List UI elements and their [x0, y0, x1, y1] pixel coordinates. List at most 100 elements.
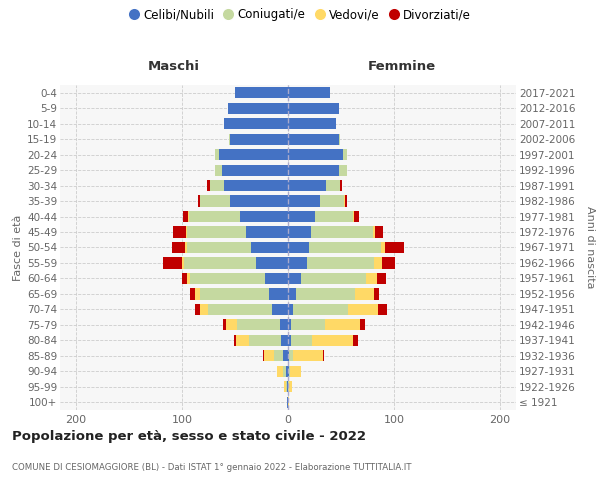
Bar [288, 196, 320, 206]
Bar [265, 273, 288, 284]
Bar [288, 381, 289, 392]
Bar [374, 258, 382, 268]
Bar [251, 242, 288, 253]
Bar [291, 335, 313, 346]
Bar [237, 320, 280, 330]
Bar [200, 196, 230, 206]
Bar [293, 350, 323, 362]
Bar [339, 164, 347, 175]
Y-axis label: Anni di nascita: Anni di nascita [585, 206, 595, 288]
Bar [360, 320, 365, 330]
Bar [382, 258, 395, 268]
Bar [240, 211, 288, 222]
Bar [235, 87, 288, 99]
Y-axis label: Fasce di età: Fasce di età [13, 214, 23, 280]
Bar [309, 242, 382, 253]
Bar [249, 335, 281, 346]
Bar [234, 335, 236, 346]
Bar [289, 366, 290, 377]
Bar [288, 273, 301, 284]
Bar [354, 211, 359, 222]
Bar [227, 102, 288, 114]
Bar [289, 381, 292, 392]
Bar [215, 164, 222, 175]
Bar [320, 196, 344, 206]
Bar [185, 242, 187, 253]
Bar [274, 350, 283, 362]
Bar [373, 226, 375, 237]
Bar [215, 149, 219, 160]
Bar [224, 180, 288, 191]
Bar [296, 288, 355, 300]
Bar [367, 273, 377, 284]
Bar [382, 242, 385, 253]
Bar [288, 87, 331, 99]
Bar [288, 118, 336, 130]
Bar [339, 134, 340, 144]
Bar [226, 320, 237, 330]
Bar [288, 366, 289, 377]
Bar [190, 273, 265, 284]
Bar [187, 273, 190, 284]
Bar [301, 273, 367, 284]
Bar [229, 134, 230, 144]
Bar [163, 258, 182, 268]
Bar [343, 149, 347, 160]
Bar [190, 288, 194, 300]
Bar [230, 134, 288, 144]
Bar [236, 335, 249, 346]
Bar [286, 366, 288, 377]
Bar [288, 180, 326, 191]
Bar [194, 288, 200, 300]
Bar [173, 226, 186, 237]
Bar [281, 335, 288, 346]
Bar [224, 118, 288, 130]
Bar [323, 350, 324, 362]
Bar [288, 396, 289, 408]
Bar [187, 226, 245, 237]
Bar [287, 396, 288, 408]
Bar [186, 226, 187, 237]
Bar [378, 304, 386, 315]
Bar [183, 211, 188, 222]
Text: COMUNE DI CESIOMAGGIORE (BL) - Dati ISTAT 1° gennaio 2022 - Elaborazione TUTTITA: COMUNE DI CESIOMAGGIORE (BL) - Dati ISTA… [12, 462, 412, 471]
Bar [353, 211, 354, 222]
Bar [288, 164, 339, 175]
Bar [286, 381, 287, 392]
Text: Maschi: Maschi [148, 60, 200, 72]
Bar [288, 226, 311, 237]
Bar [345, 196, 347, 206]
Legend: Celibi/Nubili, Coniugati/e, Vedovi/e, Divorziati/e: Celibi/Nubili, Coniugati/e, Vedovi/e, Di… [129, 8, 471, 22]
Bar [222, 164, 288, 175]
Bar [288, 149, 343, 160]
Bar [284, 381, 286, 392]
Bar [188, 211, 190, 222]
Bar [182, 258, 184, 268]
Bar [307, 258, 374, 268]
Bar [245, 226, 288, 237]
Bar [280, 320, 288, 330]
Bar [287, 381, 288, 392]
Bar [288, 304, 293, 315]
Bar [355, 288, 374, 300]
Bar [340, 180, 342, 191]
Bar [290, 366, 301, 377]
Bar [182, 273, 187, 284]
Text: Femmine: Femmine [368, 60, 436, 72]
Bar [219, 149, 288, 160]
Bar [326, 180, 340, 191]
Bar [208, 180, 209, 191]
Bar [288, 102, 339, 114]
Bar [289, 350, 293, 362]
Bar [288, 211, 314, 222]
Text: Popolazione per età, sesso e stato civile - 2022: Popolazione per età, sesso e stato civil… [12, 430, 366, 443]
Bar [200, 304, 208, 315]
Bar [314, 211, 353, 222]
Bar [349, 304, 378, 315]
Bar [288, 335, 291, 346]
Bar [172, 242, 185, 253]
Bar [190, 211, 240, 222]
Bar [288, 320, 291, 330]
Bar [375, 226, 383, 237]
Bar [288, 134, 339, 144]
